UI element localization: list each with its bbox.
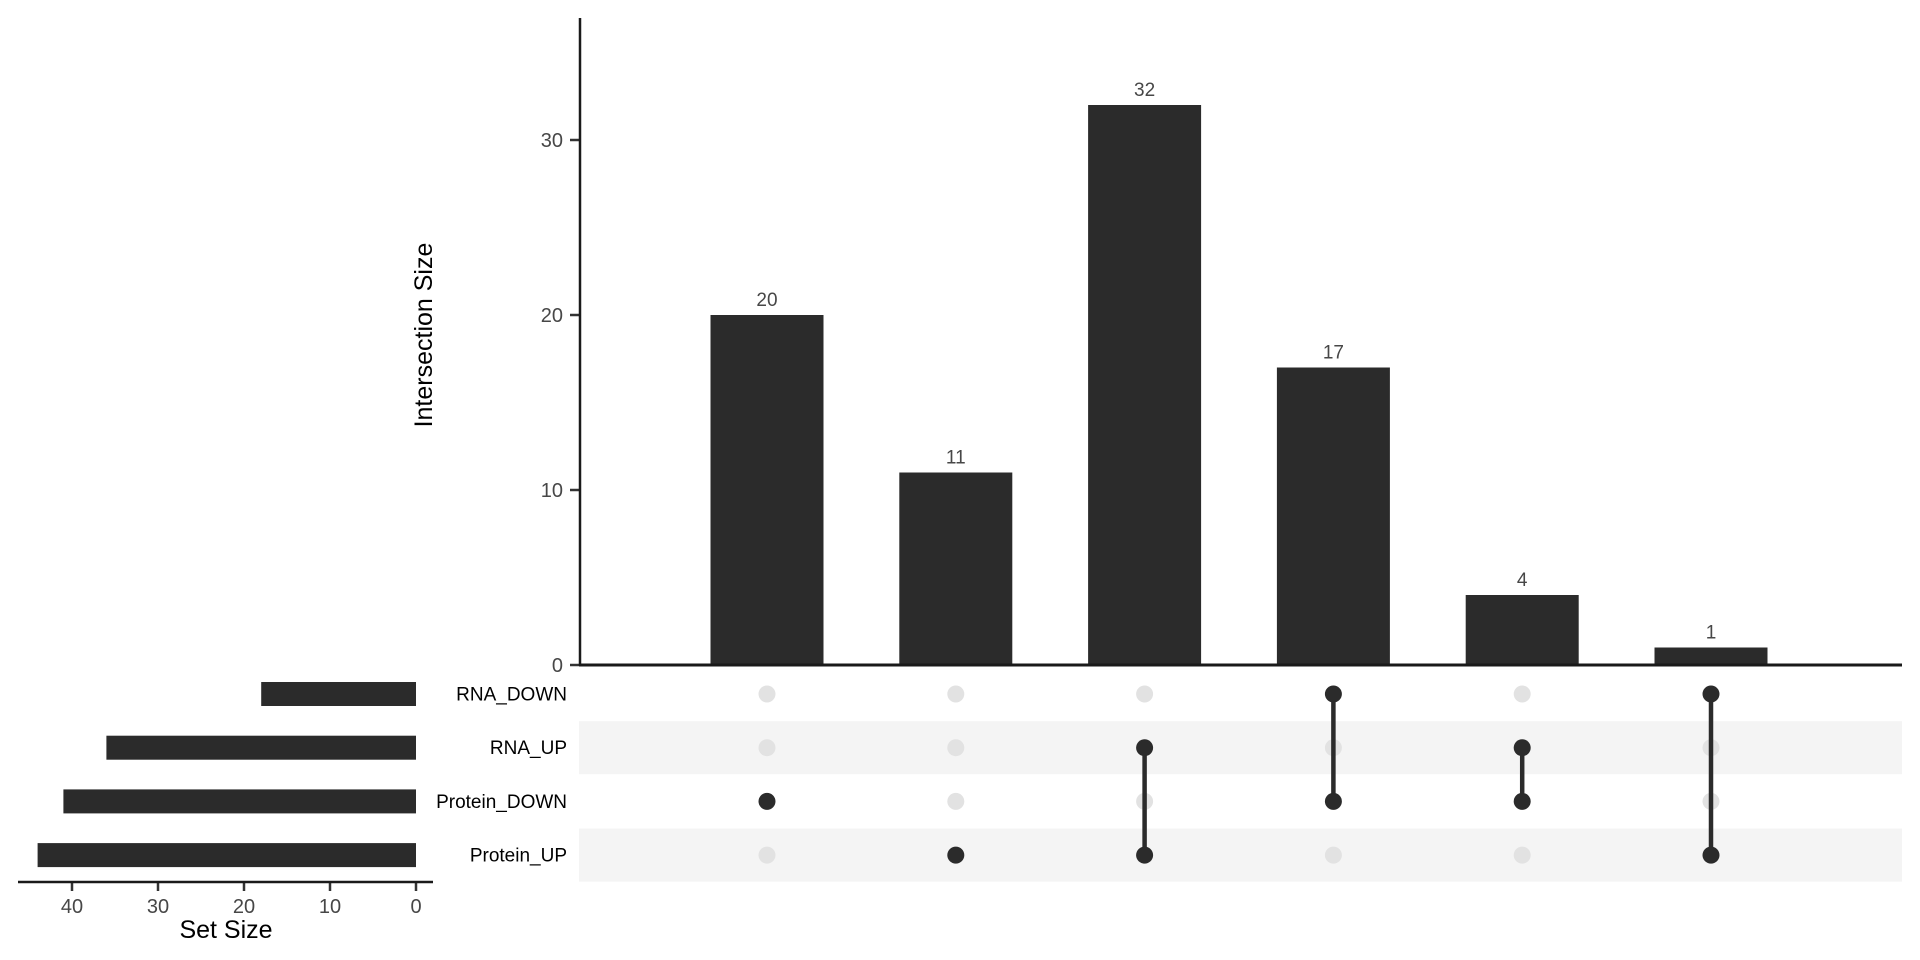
main-y-tick-label: 10 bbox=[541, 480, 563, 502]
intersection-bar bbox=[710, 315, 824, 665]
matrix-dot-active bbox=[947, 846, 965, 864]
set-size-tick-label: 40 bbox=[61, 896, 83, 918]
set-size-tick-label: 10 bbox=[319, 896, 341, 918]
matrix-row-stripe bbox=[579, 721, 1902, 775]
matrix-dot-active bbox=[1513, 739, 1531, 757]
set-size-axis-label: Set Size bbox=[179, 916, 272, 944]
set-size-bar bbox=[106, 735, 417, 760]
main-y-tick-label: 0 bbox=[552, 655, 563, 677]
intersection-bar-value: 32 bbox=[1134, 80, 1155, 101]
matrix-stripes-layer bbox=[579, 721, 1902, 882]
intersection-bar bbox=[899, 472, 1013, 665]
set-size-tick-label: 20 bbox=[233, 896, 255, 918]
matrix-row-stripe bbox=[579, 828, 1902, 882]
matrix-set-label: Protein_UP bbox=[470, 846, 567, 867]
matrix-dot-active bbox=[758, 792, 776, 810]
intersection-bar bbox=[1276, 367, 1390, 665]
matrix-dot-inactive bbox=[758, 846, 776, 864]
matrix-dot-active bbox=[1136, 846, 1154, 864]
main-y-tick-label: 20 bbox=[541, 305, 563, 327]
intersection-bars-layer: 0 10 20 30 20 11 32 17 4 1 bbox=[541, 80, 1768, 677]
matrix-dots-layer: RNA_DOWN RNA_UP Protein_DOWN Protein_UP bbox=[436, 685, 1720, 867]
intersection-bar bbox=[1088, 105, 1202, 665]
matrix-dot-active bbox=[1513, 792, 1531, 810]
matrix-dot-inactive bbox=[947, 739, 965, 757]
matrix-dot-inactive bbox=[1136, 685, 1154, 703]
set-size-tick-label: 30 bbox=[147, 896, 169, 918]
matrix-dot-inactive bbox=[1513, 846, 1531, 864]
set-size-bar bbox=[37, 843, 416, 868]
matrix-dot-inactive bbox=[1324, 846, 1342, 864]
matrix-dot-inactive bbox=[758, 685, 776, 703]
set-size-bar bbox=[261, 682, 416, 706]
set-size-tick-label: 0 bbox=[410, 896, 421, 918]
intersection-bar-value: 17 bbox=[1323, 343, 1344, 364]
intersection-size-axis-label: Intersection Size bbox=[410, 243, 438, 428]
matrix-dot-inactive bbox=[758, 739, 776, 757]
matrix-dot-active bbox=[1702, 846, 1720, 864]
set-size-bar bbox=[63, 789, 417, 814]
matrix-set-label: RNA_UP bbox=[490, 738, 567, 759]
matrix-dot-inactive bbox=[1513, 685, 1531, 703]
intersection-bar bbox=[1654, 647, 1768, 665]
matrix-dot-active bbox=[1702, 685, 1720, 703]
matrix-set-label: Protein_DOWN bbox=[436, 792, 567, 813]
intersection-bar-value: 20 bbox=[756, 290, 777, 311]
matrix-dot-active bbox=[1324, 792, 1342, 810]
intersection-bar-value: 1 bbox=[1706, 623, 1717, 644]
matrix-dot-inactive bbox=[947, 685, 965, 703]
matrix-dot-active bbox=[1136, 739, 1154, 757]
intersection-bar bbox=[1465, 595, 1579, 665]
intersection-bar-value: 11 bbox=[946, 448, 966, 469]
intersection-bar-value: 4 bbox=[1517, 570, 1528, 591]
matrix-dot-inactive bbox=[947, 792, 965, 810]
set-size-bars-layer: 40 30 20 10 0 bbox=[37, 682, 422, 918]
main-y-tick-label: 30 bbox=[541, 130, 563, 152]
matrix-set-label: RNA_DOWN bbox=[456, 685, 567, 706]
matrix-dot-active bbox=[1324, 685, 1342, 703]
